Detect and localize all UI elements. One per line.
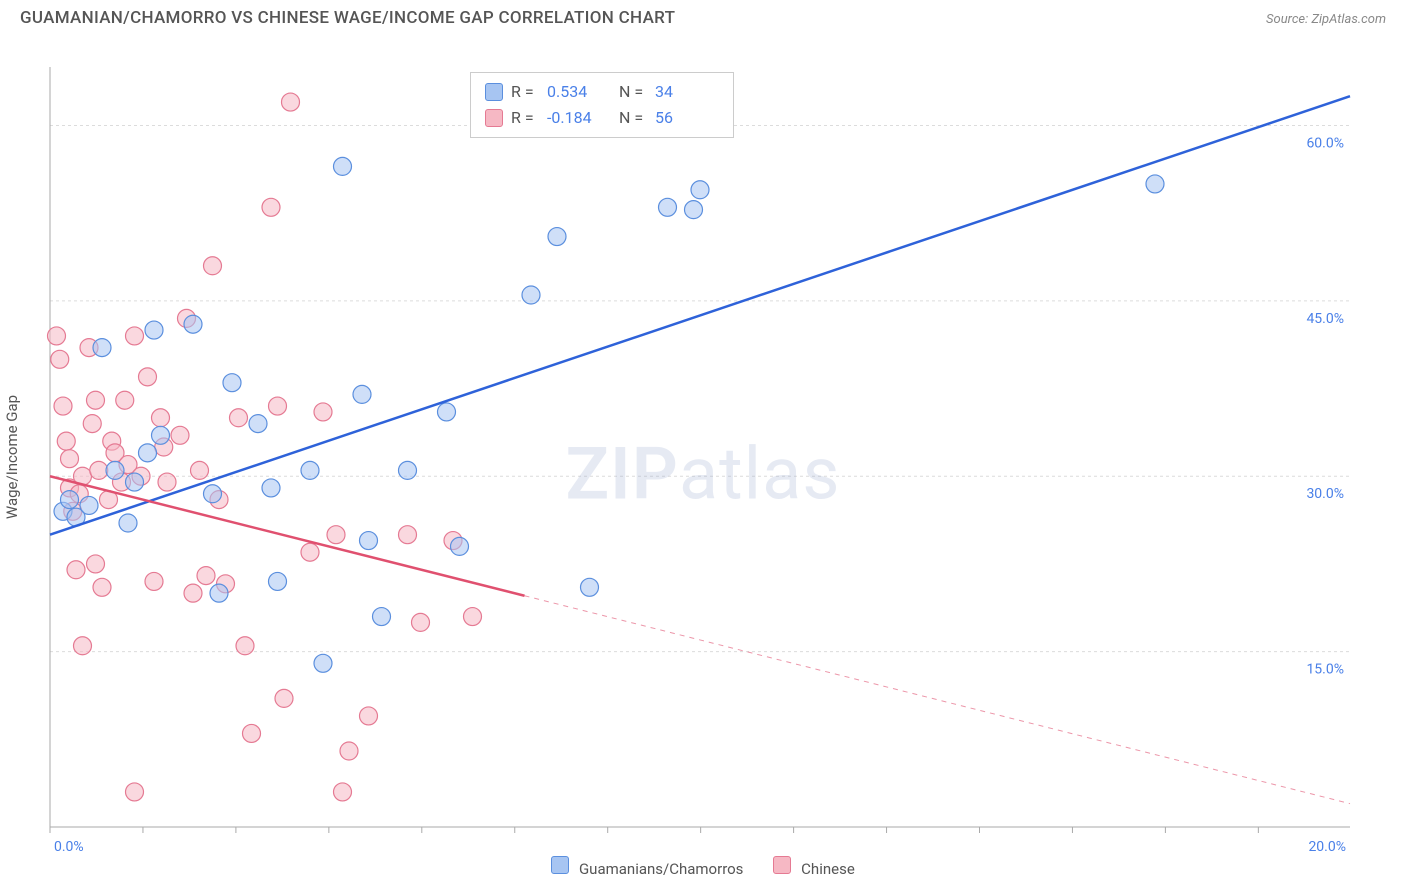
chart-header: GUAMANIAN/CHAMORRO VS CHINESE WAGE/INCOM… <box>0 0 1406 32</box>
series-swatch <box>485 109 503 127</box>
svg-text:45.0%: 45.0% <box>1306 311 1344 327</box>
y-axis-label: Wage/Income Gap <box>3 395 21 519</box>
svg-text:15.0%: 15.0% <box>1306 662 1344 678</box>
scatter-plot: 15.0% 30.0% 45.0% 60.0% 0.0% 20.0% <box>0 32 1406 852</box>
legend-item: Chinese <box>773 856 854 878</box>
series-swatch <box>773 856 791 874</box>
source-attribution: Source: ZipAtlas.com <box>1266 12 1386 27</box>
correlation-stats-box: R = 0.534 N = 34 R = -0.184 N = 56 <box>470 72 734 138</box>
svg-text:30.0%: 30.0% <box>1306 486 1344 502</box>
chart-container: Wage/Income Gap ZIPatlas 15.0%30.0%45.0%… <box>0 32 1406 882</box>
legend-item: Guamanians/Chamorros <box>551 856 743 878</box>
svg-text:0.0%: 0.0% <box>54 839 84 852</box>
svg-text:60.0%: 60.0% <box>1306 135 1344 151</box>
series-swatch <box>485 83 503 101</box>
legend: Guamanians/Chamorros Chinese <box>0 856 1406 878</box>
series-swatch <box>551 856 569 874</box>
chart-title: GUAMANIAN/CHAMORRO VS CHINESE WAGE/INCOM… <box>20 8 675 28</box>
stats-row: R = 0.534 N = 34 <box>485 79 719 105</box>
svg-text:20.0%: 20.0% <box>1308 839 1346 852</box>
stats-row: R = -0.184 N = 56 <box>485 105 719 131</box>
